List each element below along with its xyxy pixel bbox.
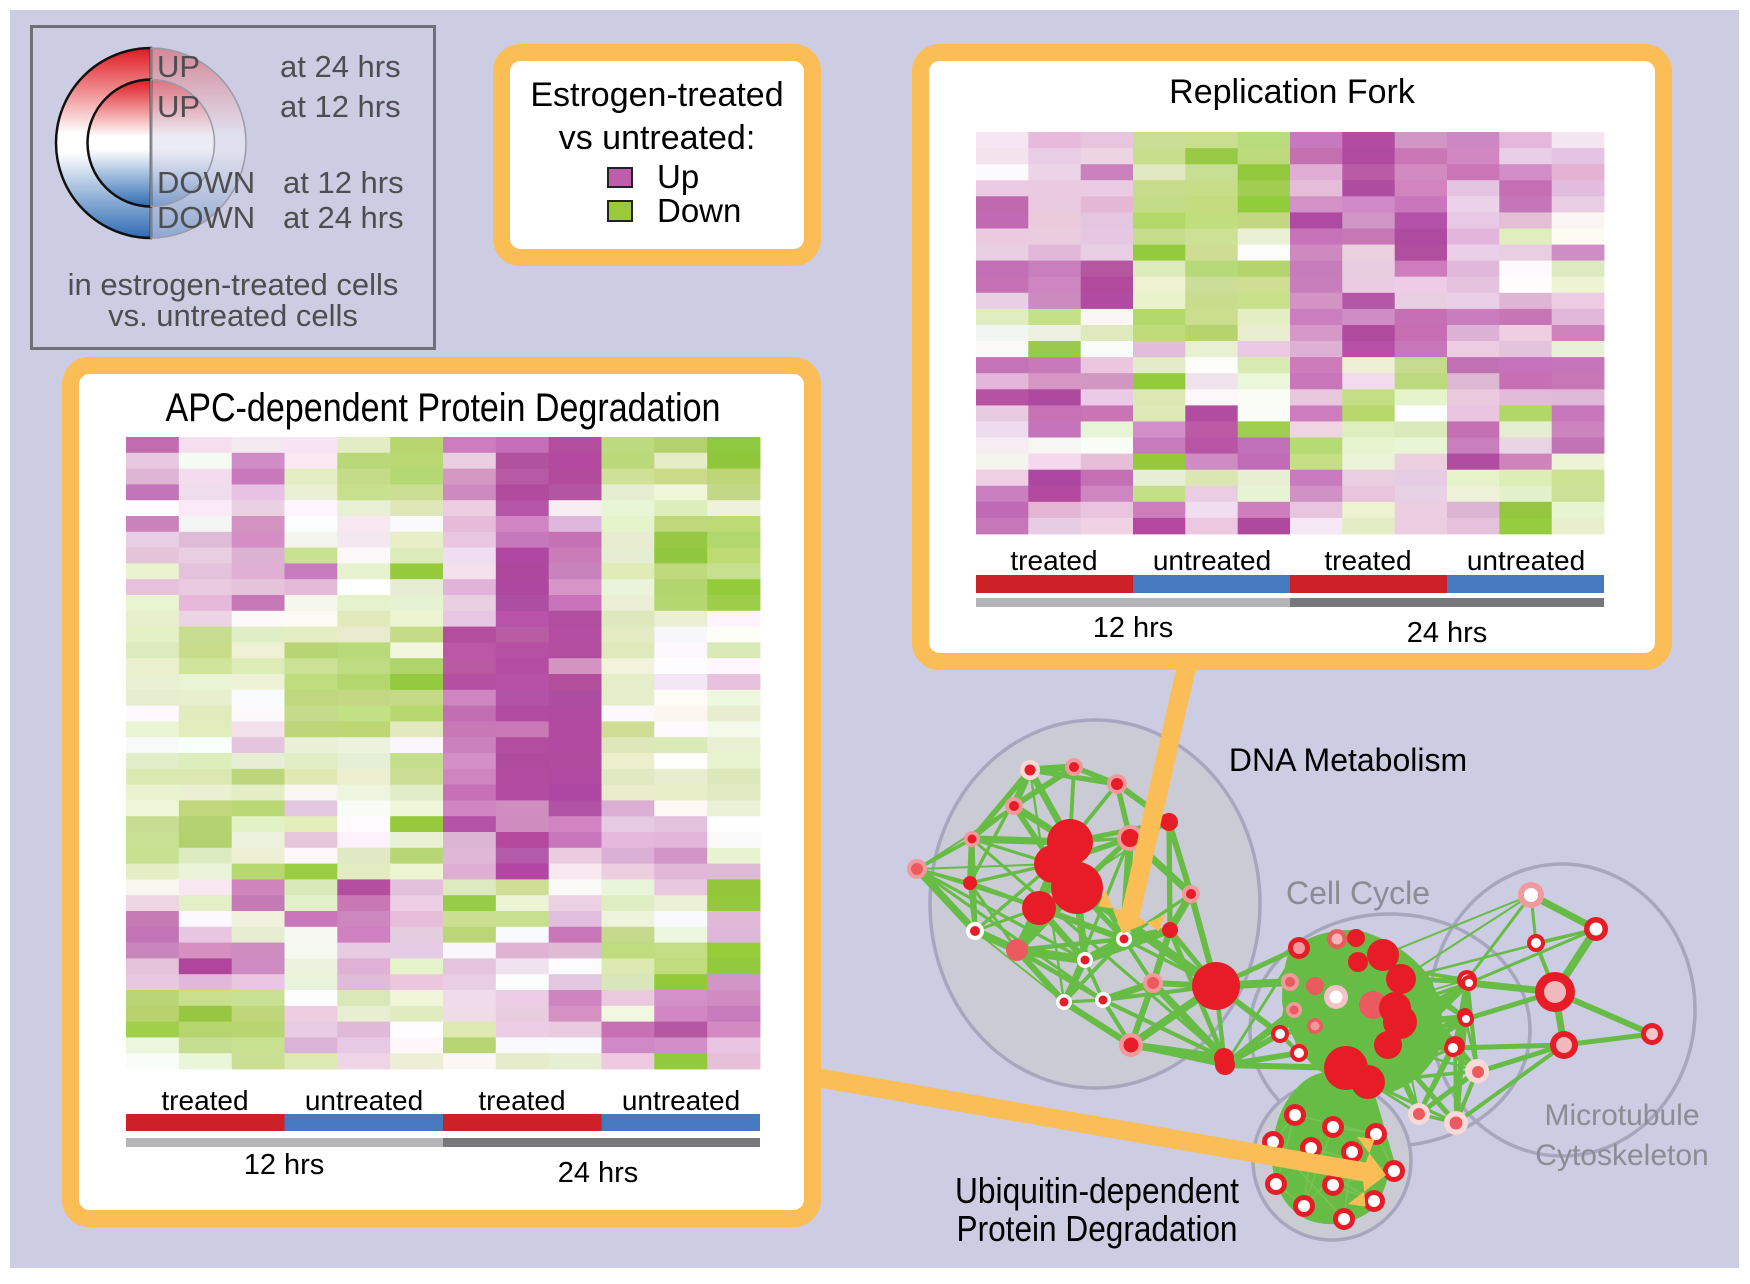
svg-text:in estrogen-treated cells: in estrogen-treated cells (68, 267, 399, 302)
svg-text:untreated: untreated (1153, 545, 1271, 576)
svg-text:at 24 hrs: at 24 hrs (280, 49, 401, 84)
svg-text:treated: treated (478, 1085, 565, 1116)
svg-text:treated: treated (1324, 545, 1411, 576)
svg-text:untreated: untreated (305, 1085, 423, 1116)
svg-text:vs untreated:: vs untreated: (559, 119, 756, 157)
svg-text:at 12 hrs: at 12 hrs (280, 89, 401, 124)
svg-text:DOWN: DOWN (157, 200, 255, 235)
svg-text:at 24 hrs: at 24 hrs (283, 200, 404, 235)
svg-text:24 hrs: 24 hrs (1407, 617, 1488, 649)
svg-text:untreated: untreated (622, 1085, 740, 1116)
svg-text:treated: treated (161, 1085, 248, 1116)
svg-text:Down: Down (657, 192, 741, 229)
svg-text:Protein Degradation: Protein Degradation (957, 1208, 1238, 1249)
svg-text:Cytoskeleton: Cytoskeleton (1535, 1139, 1708, 1172)
svg-text:vs. untreated cells: vs. untreated cells (108, 298, 358, 333)
svg-text:untreated: untreated (1467, 545, 1585, 576)
svg-text:UP: UP (157, 49, 200, 84)
svg-text:Ubiquitin-dependent: Ubiquitin-dependent (955, 1170, 1239, 1211)
svg-text:at 12 hrs: at 12 hrs (283, 165, 404, 200)
svg-text:Cell Cycle: Cell Cycle (1286, 875, 1430, 911)
svg-text:DNA Metabolism: DNA Metabolism (1229, 742, 1467, 778)
svg-text:Estrogen-treated: Estrogen-treated (530, 76, 783, 114)
svg-text:DOWN: DOWN (157, 165, 255, 200)
svg-text:Up: Up (657, 158, 699, 195)
svg-text:treated: treated (1010, 545, 1097, 576)
svg-text:12 hrs: 12 hrs (244, 1149, 325, 1181)
svg-text:24 hrs: 24 hrs (558, 1157, 639, 1189)
svg-text:Replication Fork: Replication Fork (1169, 73, 1416, 111)
svg-text:Microtubule: Microtubule (1544, 1099, 1699, 1132)
svg-text:12 hrs: 12 hrs (1093, 612, 1174, 644)
svg-text:UP: UP (157, 89, 200, 124)
svg-text:APC-dependent Protein Degradat: APC-dependent Protein Degradation (166, 386, 721, 430)
